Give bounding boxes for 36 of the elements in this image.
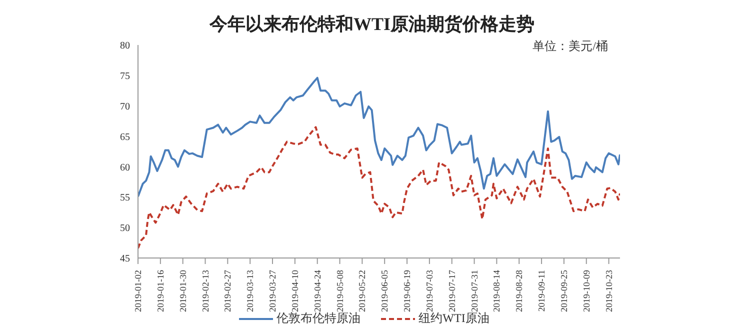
- x-tick-label: 2019-03-27: [268, 270, 278, 312]
- chart-title: 今年以来布伦特和WTI原油期货价格走势: [208, 13, 536, 36]
- x-tick-label: 2019-08-28: [514, 270, 524, 312]
- y-tick-label: 50: [120, 223, 130, 234]
- legend-label: 伦敦布伦特原油: [276, 311, 361, 325]
- annotation: 单位：美元/桶: [532, 38, 608, 55]
- x-tick-label: 2019-04-10: [290, 270, 300, 312]
- x-tick-label: 2019-07-17: [446, 270, 457, 312]
- y-tick-label: 60: [120, 162, 130, 174]
- y-tick-label: 75: [120, 70, 130, 82]
- x-tick-label: 2019-09-25: [558, 270, 569, 312]
- x-tick-label: 2019-05-22: [357, 270, 368, 312]
- x-tick-label: 2019-01-16: [155, 270, 166, 312]
- x-tick-label: 2019-10-23: [604, 270, 614, 312]
- x-tick-label: 2019-09-11: [536, 270, 547, 312]
- x-tick-label: 2019-02-27: [222, 270, 233, 312]
- y-tick-label: 70: [120, 101, 130, 112]
- x-tick-label: 2019-10-09: [581, 270, 592, 312]
- y-tick-label: 80: [120, 40, 130, 52]
- x-tick-label: 2019-01-30: [178, 270, 188, 312]
- line-series: [138, 126, 620, 250]
- x-tick-label: 2019-01-02: [133, 270, 143, 312]
- line-series: [138, 76, 620, 198]
- x-tick-label: 2019-07-03: [424, 270, 434, 312]
- y-tick-label: 45: [120, 254, 130, 265]
- x-tick-label: 2019-07-31: [469, 270, 480, 312]
- y-tick-label: 65: [120, 132, 130, 143]
- x-tick-label: 2019-05-08: [334, 270, 345, 312]
- x-tick-label: 2019-04-24: [312, 270, 322, 312]
- x-tick-label: 2019-08-14: [492, 270, 502, 312]
- x-tick-label: 2019-06-19: [402, 270, 412, 312]
- x-tick-label: 2019-06-05: [380, 270, 390, 312]
- y-tick-label: 55: [120, 192, 130, 204]
- legend-label: 纽约WTI原油: [418, 311, 490, 325]
- x-tick-label: 2019-03-13: [245, 270, 256, 312]
- x-tick-label: 2019-02-13: [200, 270, 210, 312]
